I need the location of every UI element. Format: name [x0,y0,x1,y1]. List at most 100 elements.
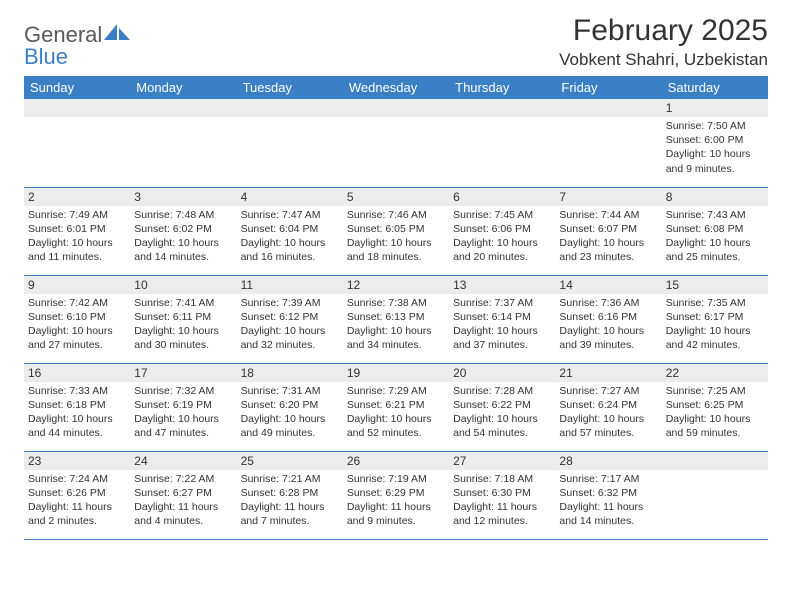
sunrise-line: Sunrise: 7:42 AM [28,296,126,310]
sunrise-line: Sunrise: 7:17 AM [559,472,657,486]
daylight-line: Daylight: 10 hours and 54 minutes. [453,412,551,440]
sunset-line: Sunset: 6:32 PM [559,486,657,500]
daylight-line: Daylight: 10 hours and 47 minutes. [134,412,232,440]
sunrise-line: Sunrise: 7:35 AM [666,296,764,310]
calendar-day-cell: 19Sunrise: 7:29 AMSunset: 6:21 PMDayligh… [343,363,449,451]
month-title: February 2025 [559,14,768,48]
calendar-week-row: 9Sunrise: 7:42 AMSunset: 6:10 PMDaylight… [24,275,768,363]
weekday-header: Friday [555,76,661,99]
sunrise-line: Sunrise: 7:18 AM [453,472,551,486]
day-number [237,99,343,117]
day-details: Sunrise: 7:48 AMSunset: 6:02 PMDaylight:… [130,206,236,269]
calendar-day-cell [662,451,768,539]
sunset-line: Sunset: 6:24 PM [559,398,657,412]
day-details: Sunrise: 7:39 AMSunset: 6:12 PMDaylight:… [237,294,343,357]
day-details: Sunrise: 7:49 AMSunset: 6:01 PMDaylight:… [24,206,130,269]
daylight-line: Daylight: 10 hours and 14 minutes. [134,236,232,264]
day-number: 8 [662,188,768,206]
day-details: Sunrise: 7:32 AMSunset: 6:19 PMDaylight:… [130,382,236,445]
day-details: Sunrise: 7:21 AMSunset: 6:28 PMDaylight:… [237,470,343,533]
day-number [449,99,555,117]
day-details: Sunrise: 7:24 AMSunset: 6:26 PMDaylight:… [24,470,130,533]
day-number: 4 [237,188,343,206]
day-details: Sunrise: 7:45 AMSunset: 6:06 PMDaylight:… [449,206,555,269]
calendar-week-row: 1Sunrise: 7:50 AMSunset: 6:00 PMDaylight… [24,99,768,187]
day-details: Sunrise: 7:50 AMSunset: 6:00 PMDaylight:… [662,117,768,180]
daylight-line: Daylight: 10 hours and 30 minutes. [134,324,232,352]
sunrise-line: Sunrise: 7:27 AM [559,384,657,398]
calendar-day-cell [555,99,661,187]
brand-logo: General Blue [24,22,132,68]
day-number: 1 [662,99,768,117]
day-details: Sunrise: 7:29 AMSunset: 6:21 PMDaylight:… [343,382,449,445]
sunrise-line: Sunrise: 7:33 AM [28,384,126,398]
daylight-line: Daylight: 10 hours and 20 minutes. [453,236,551,264]
calendar-day-cell: 16Sunrise: 7:33 AMSunset: 6:18 PMDayligh… [24,363,130,451]
daylight-line: Daylight: 11 hours and 4 minutes. [134,500,232,528]
calendar-day-cell: 14Sunrise: 7:36 AMSunset: 6:16 PMDayligh… [555,275,661,363]
day-number: 26 [343,452,449,470]
sunset-line: Sunset: 6:04 PM [241,222,339,236]
sunset-line: Sunset: 6:14 PM [453,310,551,324]
weekday-header: Wednesday [343,76,449,99]
sunrise-line: Sunrise: 7:39 AM [241,296,339,310]
sunrise-line: Sunrise: 7:50 AM [666,119,764,133]
sunrise-line: Sunrise: 7:25 AM [666,384,764,398]
calendar-day-cell: 24Sunrise: 7:22 AMSunset: 6:27 PMDayligh… [130,451,236,539]
day-number: 9 [24,276,130,294]
daylight-line: Daylight: 11 hours and 2 minutes. [28,500,126,528]
day-details: Sunrise: 7:35 AMSunset: 6:17 PMDaylight:… [662,294,768,357]
sunset-line: Sunset: 6:12 PM [241,310,339,324]
sunrise-line: Sunrise: 7:29 AM [347,384,445,398]
daylight-line: Daylight: 10 hours and 44 minutes. [28,412,126,440]
calendar-day-cell [24,99,130,187]
day-number: 6 [449,188,555,206]
sunrise-line: Sunrise: 7:22 AM [134,472,232,486]
calendar-day-cell: 10Sunrise: 7:41 AMSunset: 6:11 PMDayligh… [130,275,236,363]
sunset-line: Sunset: 6:07 PM [559,222,657,236]
daylight-line: Daylight: 11 hours and 9 minutes. [347,500,445,528]
sunrise-line: Sunrise: 7:48 AM [134,208,232,222]
day-details: Sunrise: 7:42 AMSunset: 6:10 PMDaylight:… [24,294,130,357]
calendar-day-cell: 7Sunrise: 7:44 AMSunset: 6:07 PMDaylight… [555,187,661,275]
daylight-line: Daylight: 10 hours and 34 minutes. [347,324,445,352]
sunrise-line: Sunrise: 7:41 AM [134,296,232,310]
sunset-line: Sunset: 6:21 PM [347,398,445,412]
day-details: Sunrise: 7:38 AMSunset: 6:13 PMDaylight:… [343,294,449,357]
daylight-line: Daylight: 10 hours and 39 minutes. [559,324,657,352]
weekday-header: Tuesday [237,76,343,99]
day-details [343,117,449,123]
calendar-page: General Blue February 2025 Vobkent Shahr… [0,0,792,540]
sunrise-line: Sunrise: 7:19 AM [347,472,445,486]
day-details: Sunrise: 7:17 AMSunset: 6:32 PMDaylight:… [555,470,661,533]
sunrise-line: Sunrise: 7:28 AM [453,384,551,398]
sunset-line: Sunset: 6:00 PM [666,133,764,147]
sunset-line: Sunset: 6:26 PM [28,486,126,500]
day-details: Sunrise: 7:19 AMSunset: 6:29 PMDaylight:… [343,470,449,533]
day-number: 15 [662,276,768,294]
sunrise-line: Sunrise: 7:46 AM [347,208,445,222]
brand-text: General Blue [24,22,132,68]
daylight-line: Daylight: 10 hours and 27 minutes. [28,324,126,352]
sunrise-line: Sunrise: 7:43 AM [666,208,764,222]
daylight-line: Daylight: 11 hours and 7 minutes. [241,500,339,528]
sunset-line: Sunset: 6:29 PM [347,486,445,500]
title-block: February 2025 Vobkent Shahri, Uzbekistan [559,14,768,70]
sunrise-line: Sunrise: 7:21 AM [241,472,339,486]
day-details [555,117,661,123]
day-number: 5 [343,188,449,206]
sunset-line: Sunset: 6:05 PM [347,222,445,236]
weekday-header: Monday [130,76,236,99]
daylight-line: Daylight: 10 hours and 42 minutes. [666,324,764,352]
day-details: Sunrise: 7:31 AMSunset: 6:20 PMDaylight:… [237,382,343,445]
sunset-line: Sunset: 6:08 PM [666,222,764,236]
sunrise-line: Sunrise: 7:49 AM [28,208,126,222]
daylight-line: Daylight: 10 hours and 23 minutes. [559,236,657,264]
calendar-day-cell: 21Sunrise: 7:27 AMSunset: 6:24 PMDayligh… [555,363,661,451]
sunrise-line: Sunrise: 7:31 AM [241,384,339,398]
day-number: 3 [130,188,236,206]
weekday-header: Saturday [662,76,768,99]
calendar-day-cell: 1Sunrise: 7:50 AMSunset: 6:00 PMDaylight… [662,99,768,187]
sunset-line: Sunset: 6:28 PM [241,486,339,500]
day-number: 10 [130,276,236,294]
